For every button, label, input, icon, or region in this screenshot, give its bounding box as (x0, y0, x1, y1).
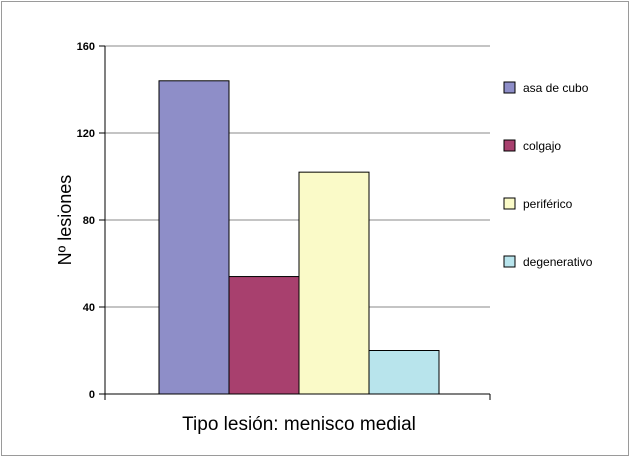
legend-swatch (503, 197, 516, 210)
y-tick-label: 80 (83, 215, 95, 227)
bar-degenerativo (368, 350, 440, 395)
legend: asa de cubo colgajo periférico degenerativo (503, 81, 593, 269)
legend-label: periférico (523, 197, 573, 211)
y-tick-label: 160 (77, 41, 95, 53)
legend-swatch (503, 139, 516, 152)
bar-asa-de-cubo (158, 80, 230, 395)
x-axis-label: Tipo lesión: menisco medial (182, 414, 416, 435)
legend-label: asa de cubo (523, 81, 589, 95)
bar-colgajo (228, 276, 300, 395)
legend-swatch (503, 81, 516, 94)
y-tick-label: 120 (77, 128, 95, 140)
y-tick-label: 40 (83, 302, 95, 314)
legend-swatch (503, 255, 516, 268)
legend-label: degenerativo (523, 255, 593, 269)
bar-periférico (298, 171, 370, 395)
bars (158, 80, 440, 395)
y-axis-label: Nº lesiones (55, 175, 75, 266)
legend-label: colgajo (523, 139, 561, 153)
y-tick-label: 0 (89, 389, 95, 401)
y-tick-labels: 0 40 80 120 160 (77, 41, 105, 401)
